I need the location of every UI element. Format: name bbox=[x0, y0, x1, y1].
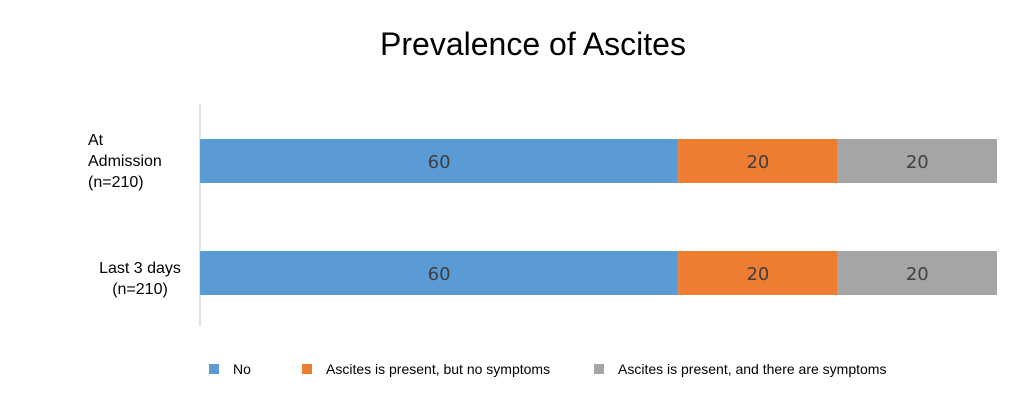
category-label-line: Admission bbox=[88, 153, 162, 170]
category-label-at-admission: At Admission (n=210) bbox=[88, 130, 208, 193]
data-label-present-with-symptoms-0: 20 bbox=[906, 152, 929, 173]
legend-swatch-present-with-symptoms bbox=[594, 364, 604, 374]
category-label-line: At bbox=[88, 132, 104, 149]
data-label-present-no-symptoms-1: 20 bbox=[746, 264, 769, 285]
legend-item-present-no-symptoms: Ascites is present, but no symptoms bbox=[302, 361, 550, 377]
bar-present-with-symptoms-0 bbox=[837, 139, 997, 183]
data-label-present-no-symptoms-0: 20 bbox=[746, 152, 769, 173]
legend-item-no: No bbox=[209, 361, 251, 377]
category-label-line: (n=210) bbox=[88, 174, 144, 191]
category-label-last-3-days: Last 3 days (n=210) bbox=[80, 258, 200, 300]
data-label-present-with-symptoms-1: 20 bbox=[906, 264, 929, 285]
bars-layer: 60 20 20 60 20 20 bbox=[200, 139, 997, 295]
bar-no-1 bbox=[200, 251, 679, 295]
legend-label-present-no-symptoms: Ascites is present, but no symptoms bbox=[326, 361, 551, 377]
bar-no-0 bbox=[200, 139, 679, 183]
bar-present-with-symptoms-1 bbox=[837, 251, 997, 295]
legend-item-present-with-symptoms: Ascites is present, and there are sympto… bbox=[594, 361, 886, 377]
legend-label-present-with-symptoms: Ascites is present, and there are sympto… bbox=[618, 361, 887, 377]
category-label-line: Last 3 days bbox=[99, 260, 181, 277]
legend-label-no: No bbox=[233, 361, 251, 377]
chart-title: Prevalence of Ascites bbox=[380, 26, 686, 62]
data-label-no-0: 60 bbox=[428, 152, 451, 173]
legend-swatch-no bbox=[209, 364, 219, 374]
bar-present-no-symptoms-0 bbox=[678, 139, 838, 183]
data-label-no-1: 60 bbox=[428, 264, 451, 285]
bar-present-no-symptoms-1 bbox=[678, 251, 838, 295]
legend: No Ascites is present, but no symptoms A… bbox=[0, 361, 1024, 381]
legend-swatch-present-no-symptoms bbox=[302, 364, 312, 374]
category-label-line: (n=210) bbox=[112, 281, 168, 298]
